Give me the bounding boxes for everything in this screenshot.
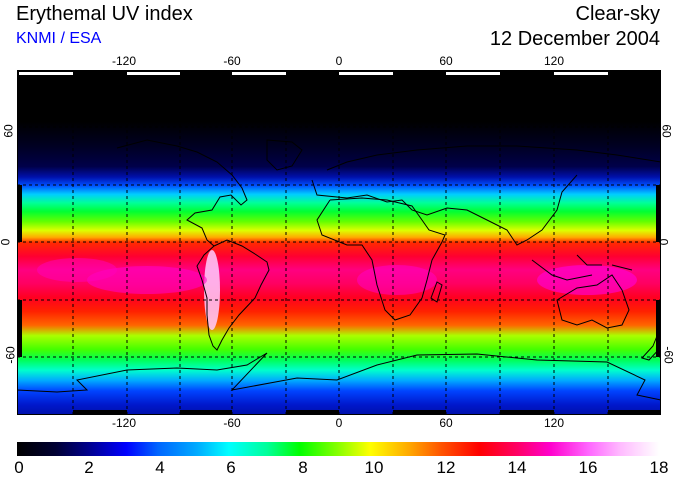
lon-tick-top: -60	[223, 54, 241, 68]
lon-tick-top: -120	[111, 54, 137, 68]
colorbar-label: 2	[84, 458, 94, 477]
colorbar-label: 0	[14, 458, 24, 477]
colorbar-label: 4	[155, 458, 165, 477]
lon-tick-bottom: 120	[543, 416, 565, 430]
lat-tick-right: 60	[659, 124, 674, 138]
colorbar	[17, 442, 659, 456]
lat-tick-right: -60	[661, 346, 676, 364]
lon-tick-top: 0	[335, 54, 343, 68]
lon-tick-top: 120	[543, 54, 565, 68]
condition-label: Clear-sky	[575, 3, 660, 25]
chart-title: Erythemal UV index	[16, 3, 193, 25]
colorbar-label: 14	[507, 458, 527, 477]
lat-tick-left: 0	[0, 239, 12, 246]
lat-tick-left: 60	[1, 124, 16, 138]
source-label: KNMI / ESA	[16, 30, 102, 47]
lon-tick-bottom: 60	[439, 416, 453, 430]
lon-tick-bottom: 0	[335, 416, 343, 430]
lon-tick-top: 60	[439, 54, 453, 68]
colorbar-label: 12	[436, 458, 456, 477]
colorbar-label: 16	[578, 458, 598, 477]
colorbar-label: 18	[649, 458, 669, 477]
colorbar-label: 6	[226, 458, 236, 477]
colorbar-label: 10	[364, 458, 384, 477]
lon-tick-bottom: -120	[111, 416, 137, 430]
date-label: 12 December 2004	[489, 28, 660, 50]
lat-tick-left: -60	[3, 346, 18, 364]
colorbar-label: 8	[298, 458, 308, 477]
lat-tick-right: 0	[656, 238, 671, 246]
lon-tick-bottom: -60	[223, 416, 241, 430]
uv-index-map	[17, 70, 661, 415]
